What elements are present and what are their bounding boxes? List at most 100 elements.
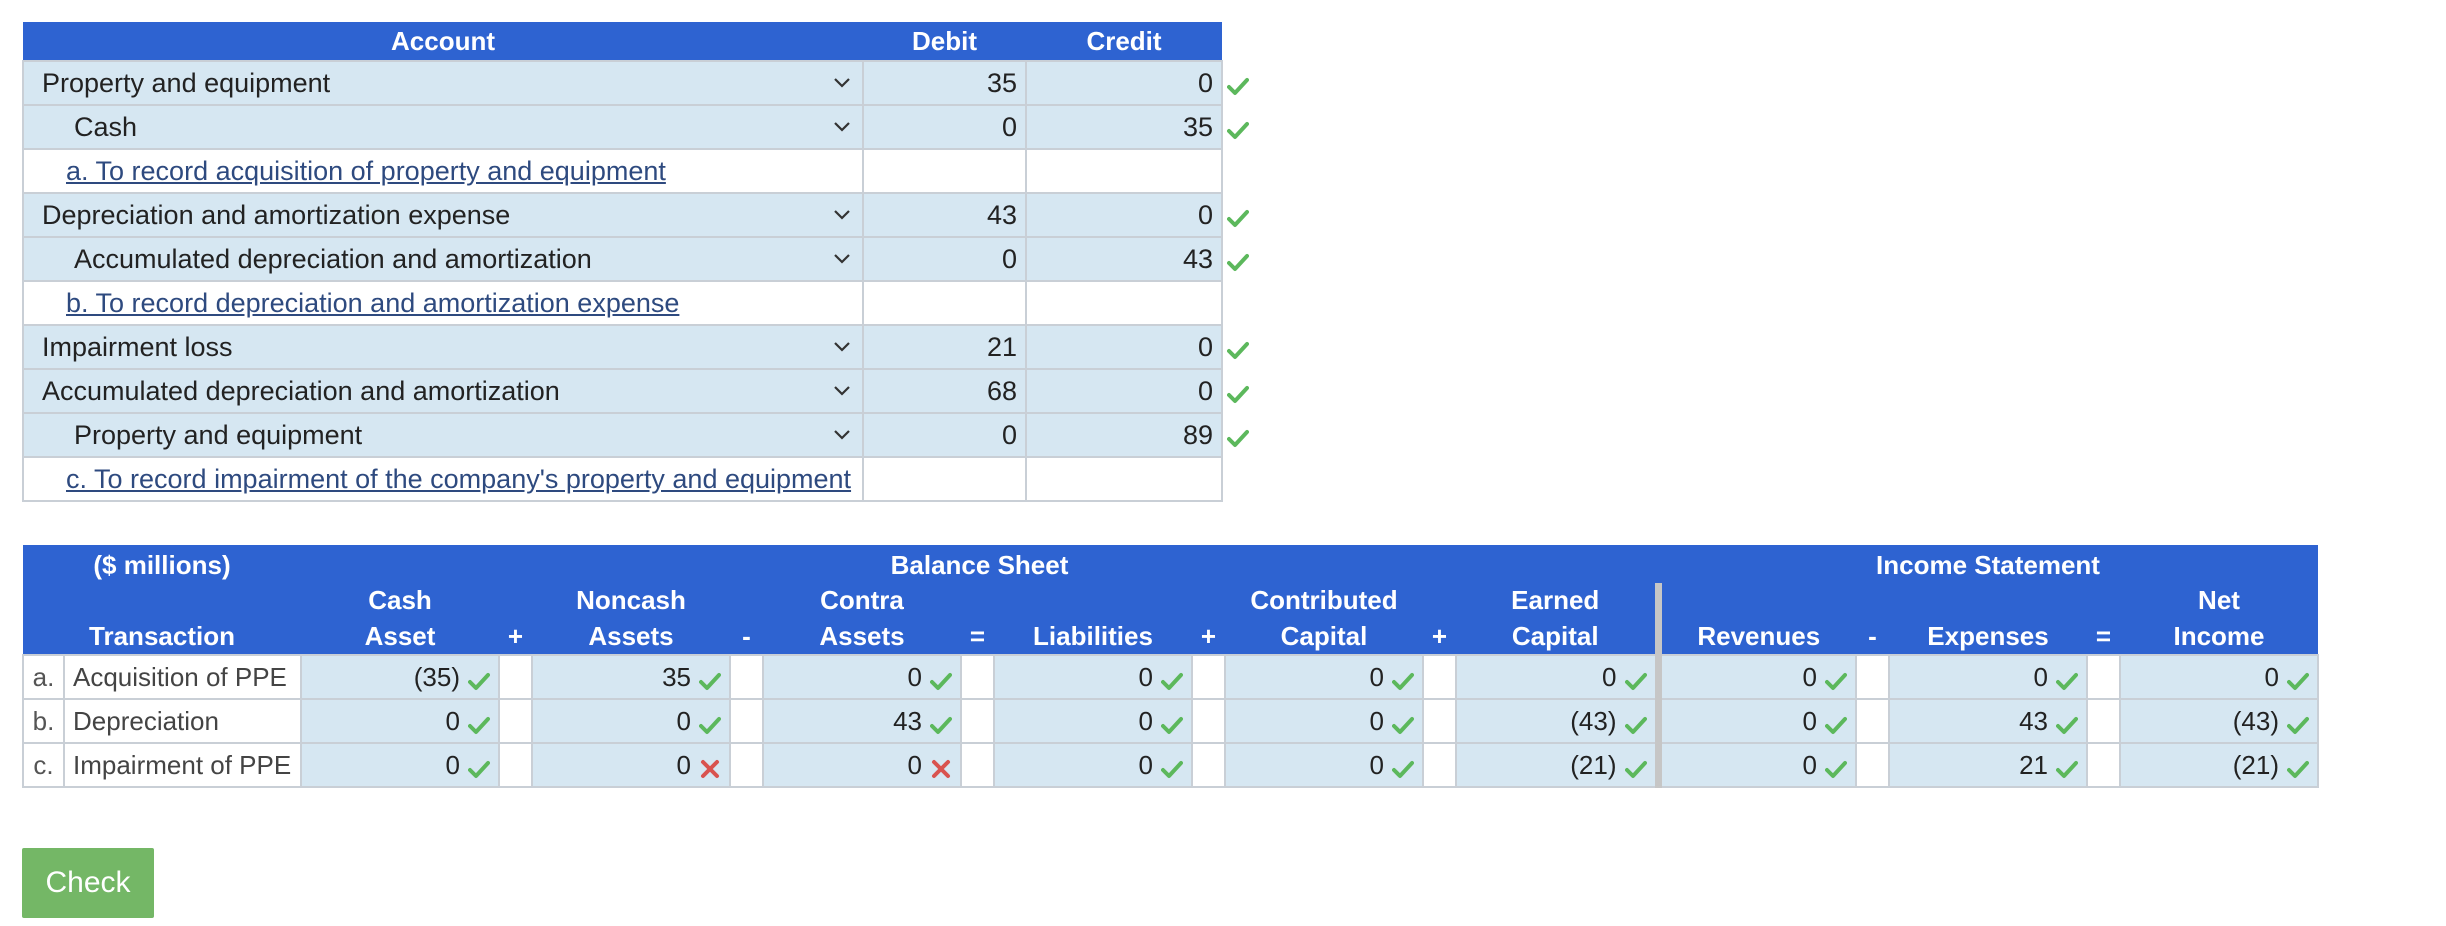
chevron-down-icon — [832, 117, 852, 137]
expenses-input[interactable]: 21 — [1888, 742, 2088, 788]
credit-input[interactable]: 0 — [1025, 368, 1223, 414]
balance-sheet-header: Balance Sheet — [301, 545, 1658, 583]
debit-input[interactable]: 35 — [862, 60, 1027, 106]
debit-input[interactable]: 0 — [862, 104, 1027, 150]
journal-entry-row: Property and equipment 35 0 — [22, 60, 1258, 106]
liabilities-value: 0 — [1138, 749, 1153, 780]
revenues-input[interactable]: 0 — [1657, 698, 1857, 744]
account-select[interactable]: Property and equipment — [22, 412, 864, 458]
check-mark-icon — [1392, 668, 1414, 690]
earned-capital-input[interactable]: (21) — [1455, 742, 1662, 788]
contributed-capital-header-line1: Contributed — [1225, 583, 1423, 618]
liabilities-input[interactable]: 0 — [993, 654, 1193, 700]
net-income-header: Income — [2120, 618, 2318, 655]
transaction-name: Acquisition of PPE — [63, 654, 302, 700]
status-cell — [1222, 325, 1258, 369]
liabilities-input[interactable]: 0 — [993, 698, 1193, 744]
journal-entry-row: Accumulated depreciation and amortizatio… — [22, 368, 1258, 414]
net-income-value: (21) — [2232, 749, 2279, 780]
account-select[interactable]: Accumulated depreciation and amortizatio… — [22, 236, 864, 282]
check-mark-icon — [1825, 756, 1847, 778]
liabilities-value: 0 — [1138, 705, 1153, 736]
noncash-assets-input[interactable]: 35 — [531, 654, 731, 700]
expenses-input[interactable]: 0 — [1888, 654, 2088, 700]
check-mark-icon — [1227, 73, 1249, 96]
operator-spacer-cell — [729, 742, 764, 788]
credit-input[interactable]: 0 — [1025, 324, 1223, 370]
expenses-value: 43 — [2019, 705, 2048, 736]
contra-assets-input[interactable]: 43 — [762, 698, 962, 744]
earned-capital-input[interactable]: 0 — [1455, 654, 1662, 700]
row-letter: b. — [22, 698, 65, 744]
operator-spacer — [730, 583, 763, 618]
account-select[interactable]: Cash — [22, 104, 864, 150]
revenues-header-line1 — [1658, 583, 1856, 618]
contra-assets-header-line1: Contra — [763, 583, 961, 618]
account-select[interactable]: Impairment loss — [22, 324, 864, 370]
noncash-assets-input[interactable]: 0 — [531, 698, 731, 744]
transaction-name: Depreciation — [63, 698, 302, 744]
noncash-assets-input[interactable]: 0 — [531, 742, 731, 788]
earned-capital-input[interactable]: (43) — [1455, 698, 1662, 744]
debit-input[interactable]: 21 — [862, 324, 1027, 370]
expenses-input[interactable]: 43 — [1888, 698, 2088, 744]
net-income-input[interactable]: (43) — [2119, 698, 2319, 744]
status-cell — [1222, 281, 1258, 325]
credit-input[interactable]: 0 — [1025, 192, 1223, 238]
debit-input[interactable]: 43 — [862, 192, 1027, 238]
column-header-row-1: Cash Noncash Contra Contributed Earned N… — [23, 583, 2318, 618]
revenues-header: Revenues — [1658, 618, 1856, 655]
contributed-capital-input[interactable]: 0 — [1224, 698, 1424, 744]
minus-operator: - — [730, 618, 763, 655]
credit-input[interactable]: 35 — [1025, 104, 1223, 150]
check-mark-icon — [2287, 712, 2309, 734]
revenues-input[interactable]: 0 — [1657, 742, 1857, 788]
account-column-header: Account — [23, 22, 863, 61]
net-income-value: 0 — [2264, 661, 2279, 692]
check-mark-icon — [1624, 712, 1647, 734]
operator-spacer — [1192, 583, 1225, 618]
debit-input[interactable]: 68 — [862, 368, 1027, 414]
memo-link[interactable]: a. To record acquisition of property and… — [66, 155, 666, 186]
cash-asset-input[interactable]: (35) — [300, 654, 500, 700]
debit-input[interactable]: 0 — [862, 412, 1027, 458]
contra-assets-input[interactable]: 0 — [762, 654, 962, 700]
contributed-capital-input[interactable]: 0 — [1224, 654, 1424, 700]
liabilities-input[interactable]: 0 — [993, 742, 1193, 788]
net-income-input[interactable]: (21) — [2119, 742, 2319, 788]
liabilities-value: 0 — [1138, 661, 1153, 692]
net-income-header-line1: Net — [2120, 583, 2318, 618]
memo-link[interactable]: b. To record depreciation and amortizati… — [66, 287, 680, 318]
contra-assets-input[interactable]: 0 — [762, 742, 962, 788]
contra-assets-value: 0 — [907, 661, 922, 692]
memo-link[interactable]: c. To record impairment of the company's… — [66, 463, 852, 494]
net-income-input[interactable]: 0 — [2119, 654, 2319, 700]
check-button[interactable]: Check — [22, 848, 154, 918]
account-select[interactable]: Property and equipment — [22, 60, 864, 106]
revenues-input[interactable]: 0 — [1657, 654, 1857, 700]
contributed-capital-input[interactable]: 0 — [1224, 742, 1424, 788]
operator-spacer-cell — [1191, 698, 1226, 744]
account-select[interactable]: Accumulated depreciation and amortizatio… — [22, 368, 864, 414]
credit-input[interactable]: 0 — [1025, 60, 1223, 106]
cash-asset-value: (35) — [413, 661, 460, 692]
expenses-value: 0 — [2033, 661, 2048, 692]
journal-header-row: Account Debit Credit — [23, 22, 1258, 61]
operator-spacer-cell — [498, 654, 533, 700]
check-mark-icon — [1392, 756, 1414, 778]
account-select-value: Cash — [74, 111, 138, 142]
journal-entry-row: Accumulated depreciation and amortizatio… — [22, 236, 1258, 282]
journal-memo-row: a. To record acquisition of property and… — [22, 148, 1258, 194]
cash-asset-input[interactable]: 0 — [300, 698, 500, 744]
debit-input[interactable]: 0 — [862, 236, 1027, 282]
cash-asset-input[interactable]: 0 — [300, 742, 500, 788]
minus-operator: - — [1856, 618, 1889, 655]
transaction-header: Transaction — [23, 618, 301, 655]
account-select-value: Accumulated depreciation and amortizatio… — [74, 243, 592, 274]
check-mark-icon — [468, 712, 490, 734]
account-select[interactable]: Depreciation and amortization expense — [22, 192, 864, 238]
journal-memo-row: c. To record impairment of the company's… — [22, 456, 1258, 502]
credit-input[interactable]: 89 — [1025, 412, 1223, 458]
credit-input[interactable]: 43 — [1025, 236, 1223, 282]
transaction-row: c. Impairment of PPE 0 0 0 0 0 (21) 0 21 (21) — [22, 742, 2319, 788]
